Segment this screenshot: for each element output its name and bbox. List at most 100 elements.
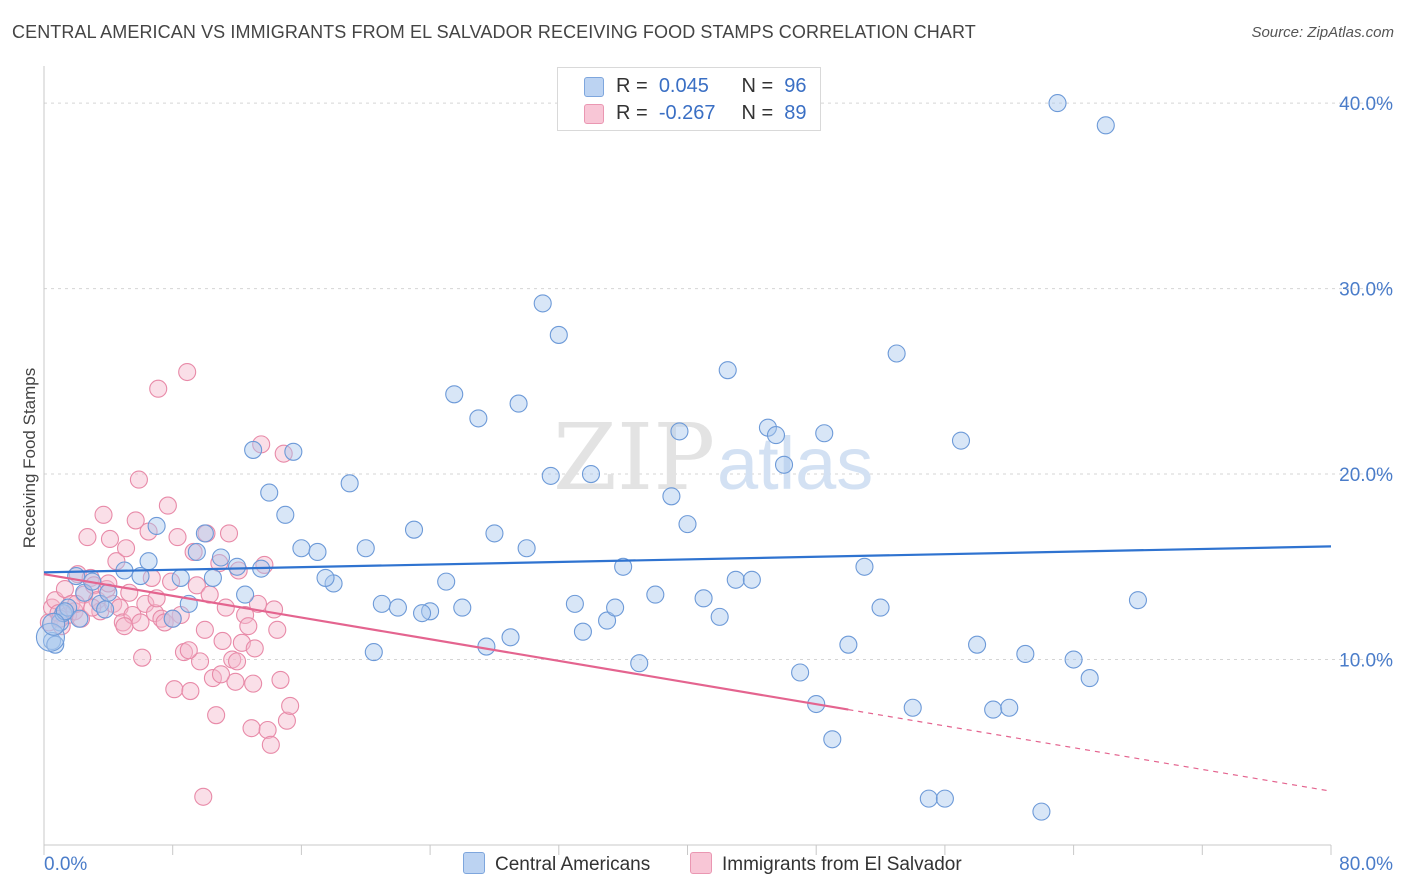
blue-point [509,394,528,413]
pink-point [133,648,152,667]
trend-lines [43,545,1332,792]
blue-point [742,570,761,589]
blue-point [774,455,794,474]
pink-point [94,505,113,524]
pink-point [190,652,210,671]
blue-point [292,539,311,558]
blue-point [211,548,231,567]
legend-n-value: 89 [784,102,807,124]
pink-point [277,711,296,730]
blue-point [404,520,424,539]
pink-point [211,665,231,684]
blue-point [662,487,681,506]
blue-point [646,585,665,604]
blue-point [284,442,303,461]
y-tick-label: 30.0% [1339,280,1393,301]
x-tick-label: 80.0% [1339,854,1393,875]
watermark-atlas: atlas [717,422,873,505]
blue-point [614,557,633,576]
blue-point [1064,650,1083,669]
blue-point [573,622,592,641]
pink-point [207,706,226,725]
blue-point [1048,94,1067,113]
pink-point [129,470,148,489]
axes [43,66,1332,855]
blue-point [815,424,834,443]
pink-point [78,528,97,547]
blue-point [1000,698,1019,717]
blue-point [42,612,66,636]
pink-point [149,379,168,398]
blue-point [710,607,729,626]
pink-point [216,598,235,617]
pink-point [194,787,213,806]
pink-point [136,594,155,613]
y-axis-label: Receiving Food Stamps [20,368,39,548]
pink-point [261,735,280,754]
bottom-legend-swatch-pink [690,852,712,874]
blue-point [340,474,359,493]
blue-point [565,594,584,613]
y-tick-label: 10.0% [1339,651,1393,672]
blue-point [260,483,279,502]
blue-point [203,568,222,587]
legend-swatch-blue [584,77,604,97]
pink-point [195,620,214,639]
blue-point [871,598,890,617]
blue-point [485,524,504,543]
blue-point [437,572,456,591]
blue-point [445,385,464,404]
blue-point [766,426,786,445]
blue-point [670,422,689,441]
bottom-legend-central-americans: Central Americans [463,852,650,876]
blue-point [228,557,247,576]
pink-point [181,682,200,701]
trend-line-el-salvador-extension [848,709,1332,792]
pink-point [271,670,290,689]
pink-point [213,631,232,651]
blue-point [308,542,327,561]
legend-n-label: N = [741,102,774,124]
blue-point [453,598,472,617]
blue-point [791,663,810,682]
pink-point [100,529,120,549]
blue-point [726,570,745,589]
blue-point [549,325,568,344]
pink-point [242,719,261,738]
blue-point [581,464,601,484]
chart-source: Source: ZipAtlas.com [1251,24,1394,41]
blue-point [1128,591,1147,610]
blue-point [935,789,954,808]
legend-r-label: R = [616,102,648,124]
blue-point [413,604,432,623]
pink-point [236,605,255,625]
blue-point [70,609,89,628]
blue-point [171,568,190,587]
x-tick-label: 0.0% [44,854,87,875]
blue-point [356,539,375,558]
blue-point [1096,116,1115,135]
blue-point [951,431,971,450]
blue-series-points [35,94,1147,821]
blue-point [718,361,737,380]
pink-point [248,594,268,613]
blue-point [501,628,520,647]
pink-point [115,617,134,636]
blue-point [1080,669,1099,688]
correlation-legend: R = 0.045 N = 96 R = -0.267 N = 89 [557,67,821,131]
blue-point [372,594,391,613]
blue-point [919,789,938,808]
blue-point [35,622,65,652]
blue-point [67,567,86,586]
pink-point [162,572,181,591]
blue-point [598,611,617,630]
blue-point [839,635,858,654]
legend-swatch-pink [584,104,604,124]
blue-point [388,598,407,617]
blue-point [630,654,649,673]
trend-line-central-americans [43,545,1332,574]
blue-point [1016,644,1035,664]
trend-line-el-salvador [43,573,849,711]
legend-r-value: 0.045 [658,75,709,97]
blue-point [236,585,255,604]
